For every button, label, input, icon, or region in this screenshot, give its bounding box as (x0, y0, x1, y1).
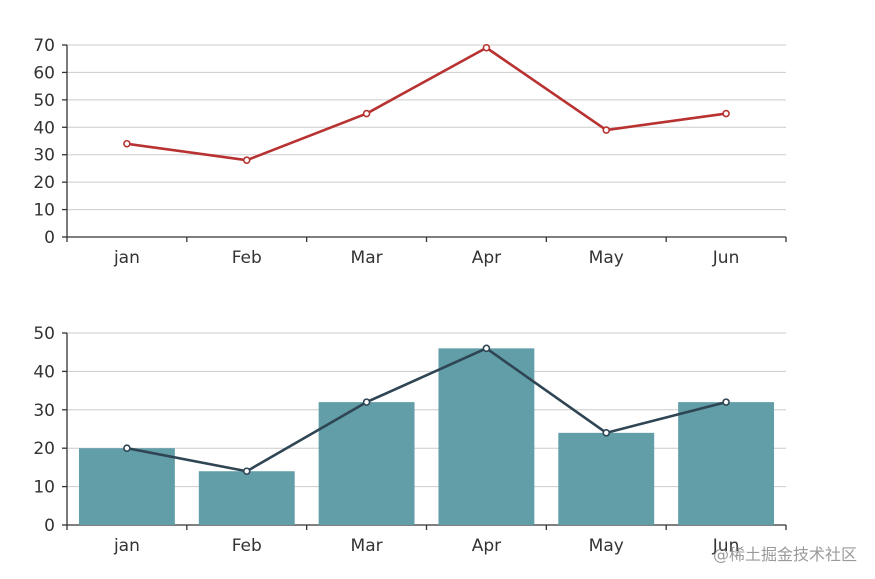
y-tick-label: 0 (44, 228, 55, 248)
data-point (362, 398, 371, 406)
data-point (722, 398, 730, 406)
x-tick-label: Mar (351, 536, 383, 556)
y-tick-label: 40 (33, 118, 55, 138)
y-tick-label: 20 (33, 439, 55, 459)
series-line (126, 347, 727, 473)
bar (438, 348, 535, 525)
x-tick-label: Mar (351, 248, 383, 268)
data-point (482, 344, 491, 353)
bar (318, 402, 415, 525)
data-point (602, 126, 611, 134)
x-tick-label: Feb (232, 248, 262, 268)
x-tick-label: jan (113, 536, 140, 556)
y-tick-label: 40 (33, 362, 55, 382)
y-tick-label: 20 (33, 173, 55, 193)
x-tick-label: May (589, 248, 624, 268)
y-tick-label: 0 (44, 516, 55, 536)
x-tick-label: Apr (472, 248, 501, 268)
data-point (123, 444, 131, 453)
x-tick-label: Feb (232, 536, 262, 556)
data-point (123, 139, 131, 148)
series-line (126, 46, 727, 162)
x-tick-label: jan (113, 248, 140, 268)
x-tick-label: Jun (712, 536, 740, 556)
data-point (602, 429, 611, 437)
y-tick-label: 10 (33, 201, 55, 221)
bottom-bar-line-chart: 0 10 20 30 40 50 jan Feb Mar Apr May Jun (33, 324, 787, 556)
data-point (722, 109, 730, 118)
data-point (482, 43, 491, 52)
bar (558, 432, 655, 525)
data-point (242, 467, 251, 476)
x-tick-label: May (589, 536, 624, 556)
bar (198, 471, 295, 525)
top-line-chart: 0 10 20 30 40 50 60 70 jan Feb Mar Apr May Jun (33, 36, 787, 268)
y-tick-label: 60 (33, 63, 55, 83)
bar (678, 402, 775, 525)
y-tick-label: 70 (33, 36, 55, 56)
bar (78, 448, 175, 525)
y-tick-label: 10 (33, 478, 55, 498)
data-point (362, 109, 371, 118)
x-tick-label: Jun (712, 248, 740, 268)
x-tick-label: Apr (472, 536, 501, 556)
y-tick-label: 50 (33, 91, 55, 111)
data-point (242, 156, 251, 164)
y-tick-label: 30 (33, 146, 55, 166)
y-tick-label: 30 (33, 401, 55, 421)
y-tick-label: 50 (33, 324, 55, 344)
